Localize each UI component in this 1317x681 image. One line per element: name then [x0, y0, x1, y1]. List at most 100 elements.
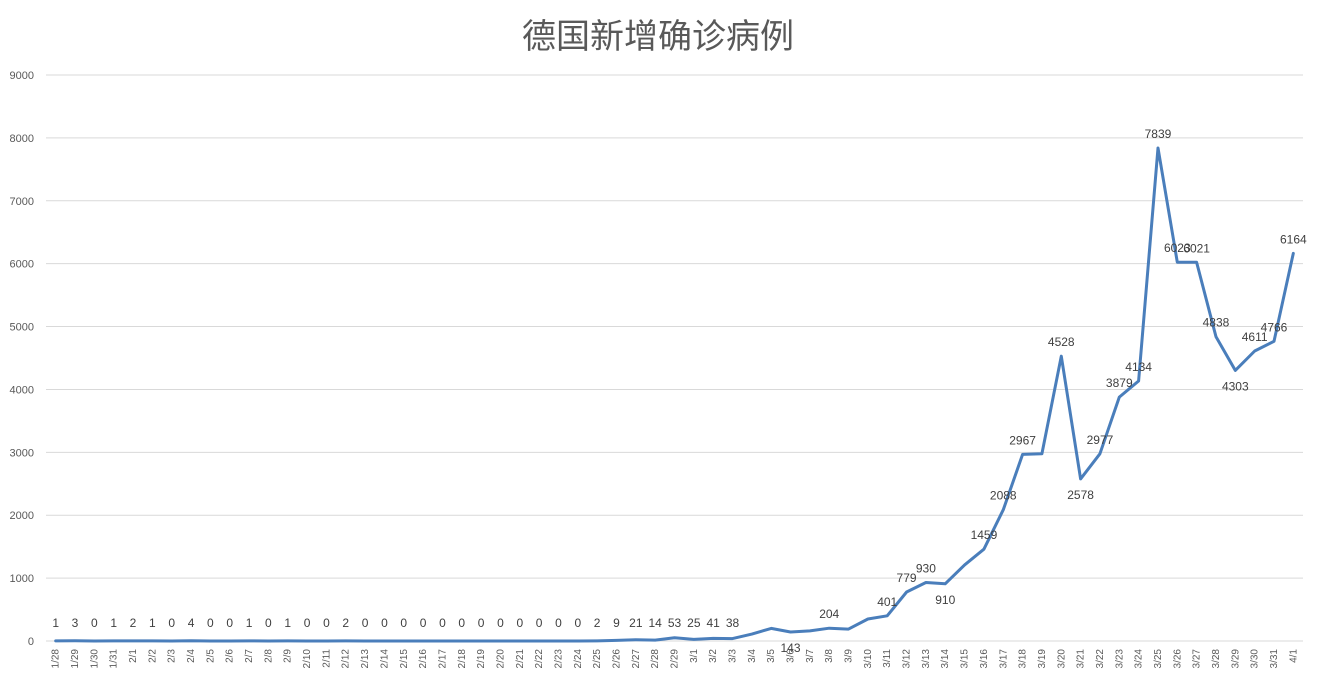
x-tick-label: 3/22: [1095, 649, 1106, 669]
x-tick-label: 2/13: [360, 649, 371, 669]
y-tick-label: 3000: [10, 447, 34, 459]
x-tick-label: 3/27: [1192, 649, 1203, 669]
y-tick-label: 0: [28, 636, 34, 648]
y-axis-ticks: 0 1000 2000 3000 4000 5000 6000 7000 8000 9000: [10, 70, 34, 648]
data-points: [54, 146, 1296, 643]
data-label: 4134: [1125, 360, 1152, 374]
data-label: 3879: [1106, 376, 1133, 390]
x-tick-label: 4/1: [1288, 649, 1299, 663]
data-label: 53: [668, 616, 682, 630]
x-tick-label: 2/16: [418, 649, 429, 669]
y-tick-label: 4000: [10, 384, 34, 396]
series-line: [54, 146, 1295, 643]
x-tick-label: 1/28: [51, 649, 62, 669]
x-tick-label: 2/24: [573, 649, 584, 669]
data-label: 2: [342, 616, 349, 630]
x-tick-label: 3/29: [1230, 649, 1241, 669]
x-tick-label: 2/11: [321, 649, 332, 668]
y-tick-label: 2000: [10, 510, 34, 522]
data-label: 910: [935, 593, 955, 607]
x-tick-label: 3/17: [998, 649, 1009, 669]
x-tick-label: 3/8: [824, 649, 835, 663]
data-label: 0: [478, 616, 485, 630]
x-tick-label: 2/18: [457, 649, 468, 669]
x-tick-label: 3/20: [1056, 649, 1067, 669]
x-tick-label: 1/29: [70, 649, 81, 669]
x-tick-label: 2/3: [167, 649, 178, 663]
x-tick-label: 2/14: [379, 649, 390, 669]
data-label: 1: [246, 616, 253, 630]
data-label: 2088: [990, 489, 1017, 503]
x-tick-label: 3/18: [1018, 649, 1029, 669]
data-label: 2967: [1009, 433, 1036, 447]
data-label: 0: [574, 616, 581, 630]
data-label: 204: [819, 607, 839, 621]
data-label: 4: [188, 616, 195, 630]
data-label: 21: [629, 616, 643, 630]
x-tick-label: 1/31: [109, 649, 120, 669]
data-label: 4838: [1203, 316, 1230, 330]
data-label: 0: [439, 616, 446, 630]
data-labels: 1 3 0 1 2 1 0 4 0 0 1 0 1 0 0 2 0 0 0 0 0 0 0 0 0 0 0 0 2 9 21 14 53 25 41…: [52, 127, 1307, 655]
x-tick-label: 2/21: [515, 649, 526, 669]
x-tick-label: 3/9: [844, 649, 855, 663]
x-tick-label: 3/21: [1076, 649, 1087, 669]
data-label: 1: [149, 616, 156, 630]
data-label: 25: [687, 616, 701, 630]
x-tick-label: 2/9: [283, 649, 294, 663]
data-label: 0: [91, 616, 98, 630]
data-label: 6021: [1183, 241, 1210, 255]
y-tick-label: 6000: [10, 259, 34, 271]
data-label: 4611: [1242, 330, 1268, 344]
data-label: 0: [536, 616, 543, 630]
y-tick-label: 7000: [10, 196, 34, 208]
x-tick-label: 3/14: [940, 649, 951, 669]
x-tick-label: 1/30: [89, 649, 100, 669]
data-label: 4303: [1222, 379, 1249, 393]
data-label: 1459: [971, 528, 998, 542]
data-label: 6164: [1280, 232, 1307, 246]
x-tick-label: 3/28: [1211, 649, 1222, 669]
x-tick-label: 2/20: [495, 649, 506, 669]
x-tick-label: 3/16: [979, 649, 990, 669]
data-label: 779: [897, 571, 917, 585]
data-label: 3: [72, 616, 79, 630]
x-tick-label: 2/10: [302, 649, 313, 669]
x-tick-label: 3/6: [786, 649, 797, 663]
x-tick-label: 3/4: [747, 649, 758, 663]
x-tick-label: 3/19: [1037, 649, 1048, 669]
data-label: 0: [516, 616, 523, 630]
gridlines: [46, 74, 1303, 642]
data-label: 6023: [1164, 241, 1191, 255]
x-tick-label: 3/12: [902, 649, 913, 669]
x-tick-label: 2/8: [263, 649, 274, 663]
data-label: 0: [497, 616, 504, 630]
data-label: 0: [226, 616, 233, 630]
x-tick-label: 2/7: [244, 649, 255, 663]
data-label: 9: [613, 616, 620, 630]
data-label: 0: [400, 616, 407, 630]
x-tick-label: 3/23: [1114, 649, 1125, 669]
chart-title: 德国新增确诊病例: [522, 17, 794, 57]
x-tick-label: 2/27: [631, 649, 642, 669]
data-label: 0: [265, 616, 272, 630]
x-tick-label: 2/12: [341, 649, 352, 669]
data-label: 0: [207, 616, 214, 630]
x-tick-label: 2/25: [592, 649, 603, 669]
data-label: 2: [594, 616, 601, 630]
x-tick-label: 2/17: [437, 649, 448, 669]
x-tick-label: 3/7: [805, 649, 816, 663]
data-label: 401: [877, 595, 897, 609]
x-tick-label: 2/19: [476, 649, 487, 669]
data-label: 1: [110, 616, 117, 630]
x-tick-label: 2/23: [553, 649, 564, 669]
y-tick-label: 8000: [10, 133, 34, 145]
data-label: 1: [284, 616, 291, 630]
x-tick-label: 2/1: [128, 649, 139, 663]
data-label: 2: [130, 616, 137, 630]
data-label: 0: [555, 616, 562, 630]
data-label: 41: [706, 616, 720, 630]
x-tick-label: 2/15: [399, 649, 410, 669]
x-tick-label: 2/22: [534, 649, 545, 669]
data-label: 0: [168, 616, 175, 630]
